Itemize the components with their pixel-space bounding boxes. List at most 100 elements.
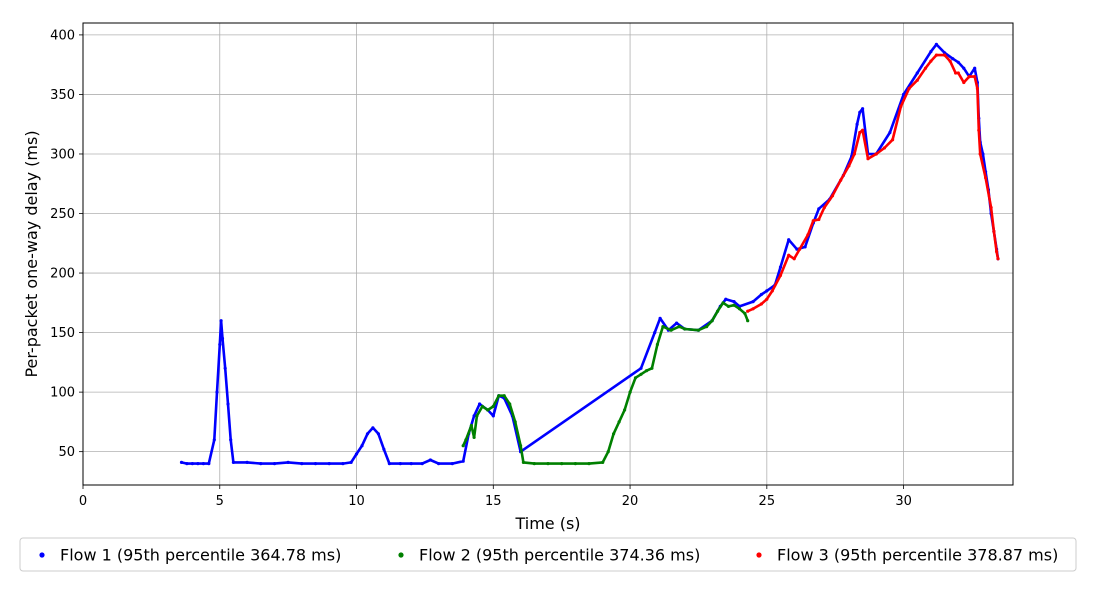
data-point — [929, 50, 933, 54]
data-point — [220, 336, 225, 341]
data-point — [382, 447, 386, 451]
data-point — [710, 319, 714, 323]
legend-marker — [756, 552, 762, 558]
data-point — [902, 92, 906, 96]
data-point — [461, 459, 465, 463]
data-point — [732, 300, 736, 304]
data-point — [650, 366, 654, 370]
data-point — [497, 394, 501, 398]
data-point — [696, 328, 701, 332]
data-point — [628, 390, 632, 394]
data-point — [231, 460, 235, 464]
data-point — [751, 307, 755, 311]
data-point — [888, 130, 892, 135]
x-tick-label: 30 — [895, 494, 912, 509]
grid — [82, 23, 1013, 485]
x-tick-label: 20 — [622, 494, 639, 509]
data-point — [948, 59, 952, 63]
data-point — [623, 408, 627, 412]
data-point — [644, 369, 649, 373]
data-point — [387, 462, 391, 466]
data-point — [899, 104, 903, 108]
data-point — [349, 460, 353, 464]
data-point — [858, 110, 862, 114]
data-point — [806, 233, 810, 237]
data-point — [521, 460, 526, 464]
data-point — [201, 462, 205, 466]
data-point — [778, 273, 783, 277]
data-point — [724, 297, 728, 301]
data-point — [992, 229, 996, 233]
data-point — [716, 309, 720, 313]
y-tick-label: 400 — [50, 28, 75, 43]
data-point — [461, 444, 465, 448]
data-point — [229, 438, 233, 442]
data-point — [546, 462, 550, 466]
series-2 — [461, 301, 750, 466]
data-point — [560, 462, 564, 466]
data-point — [943, 53, 947, 57]
data-point — [502, 394, 506, 398]
data-point — [923, 66, 928, 70]
legend: Flow 1 (95th percentile 364.78 ms) Flow 2… — [19, 537, 1077, 572]
data-point — [219, 319, 223, 323]
data-point — [398, 462, 402, 466]
data-point — [655, 342, 660, 347]
data-point — [732, 303, 736, 307]
data-point — [491, 404, 495, 408]
data-point — [861, 107, 865, 111]
data-point — [196, 462, 200, 466]
data-point — [486, 408, 490, 412]
data-point — [207, 462, 211, 466]
y-tick-label: 100 — [50, 386, 75, 401]
data-point — [190, 462, 194, 466]
x-tick-label: 15 — [485, 494, 502, 509]
data-point — [977, 128, 981, 132]
data-point — [519, 444, 523, 448]
data-point — [915, 71, 919, 75]
data-point — [661, 325, 665, 329]
series-trace — [746, 53, 1000, 313]
data-point — [653, 331, 657, 335]
data-point — [751, 300, 755, 304]
data-point — [472, 435, 476, 439]
data-point — [480, 404, 484, 408]
data-point — [839, 178, 843, 182]
data-point — [376, 432, 380, 436]
data-point — [915, 78, 919, 82]
data-point — [469, 423, 473, 428]
data-point — [606, 450, 610, 454]
data-point — [866, 157, 870, 161]
data-point — [770, 289, 774, 293]
data-point — [617, 420, 621, 424]
data-point — [891, 138, 895, 142]
data-point — [978, 152, 982, 156]
data-point — [341, 462, 345, 466]
data-point — [669, 328, 673, 332]
x-axis-label: Time (s) — [514, 514, 580, 533]
data-point — [633, 376, 638, 380]
data-point — [450, 462, 454, 466]
data-point — [787, 238, 791, 242]
data-point — [996, 257, 1000, 261]
legend-marker — [398, 552, 404, 558]
x-tick-label: 25 — [759, 494, 776, 509]
data-point — [981, 152, 985, 156]
data-point — [803, 245, 807, 249]
data-point — [371, 426, 375, 430]
data-point — [365, 432, 370, 436]
legend-marker — [39, 552, 45, 558]
y-tick-label: 250 — [50, 207, 75, 222]
data-point — [354, 452, 359, 456]
data-point — [179, 460, 184, 464]
data-point — [984, 176, 988, 180]
data-point — [852, 152, 857, 156]
data-point — [929, 59, 933, 63]
data-point — [313, 462, 318, 466]
data-point — [874, 152, 878, 156]
data-point — [759, 302, 764, 306]
data-point — [792, 257, 796, 261]
data-point — [765, 297, 769, 301]
data-point — [658, 316, 662, 320]
data-point — [601, 460, 605, 464]
